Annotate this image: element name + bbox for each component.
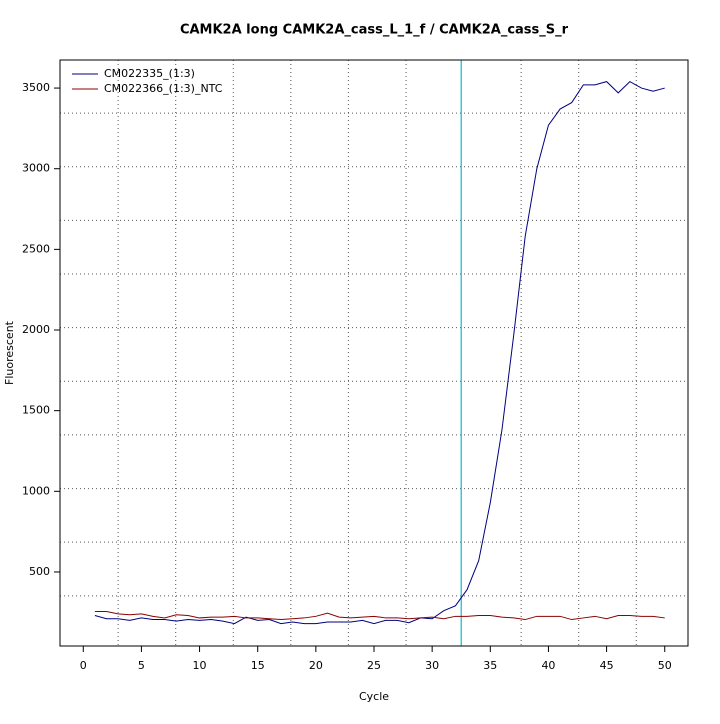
y-tick-label: 1000	[22, 484, 50, 497]
chart-title: CAMK2A long CAMK2A_cass_L_1_f / CAMK2A_c…	[180, 23, 569, 38]
plot-frame	[59, 59, 689, 647]
series-line	[94, 80, 665, 625]
y-tick-label: 3000	[22, 162, 50, 175]
x-tick-label: 10	[193, 659, 207, 672]
legend-label: CM022366_(1:3)_NTC	[104, 82, 223, 95]
series-line	[94, 610, 665, 621]
x-tick-label: 5	[138, 659, 145, 672]
x-tick-label: 15	[251, 659, 265, 672]
x-tick-label: 25	[367, 659, 381, 672]
y-tick-label: 500	[29, 565, 50, 578]
y-tick-label: 2500	[22, 242, 50, 255]
x-tick-label: 40	[541, 659, 555, 672]
x-tick-label: 0	[80, 659, 87, 672]
x-tick-label: 20	[309, 659, 323, 672]
x-tick-label: 35	[483, 659, 497, 672]
y-tick-label: 1500	[22, 404, 50, 417]
y-tick-label: 3500	[22, 81, 50, 94]
x-tick-label: 45	[600, 659, 614, 672]
x-tick-label: 30	[425, 659, 439, 672]
x-axis-label: Cycle	[359, 690, 389, 703]
y-tick-label: 2000	[22, 323, 50, 336]
x-tick-label: 50	[658, 659, 672, 672]
legend-label: CM022335_(1:3)	[104, 67, 195, 80]
y-axis-label: Fluorescent	[3, 320, 16, 385]
